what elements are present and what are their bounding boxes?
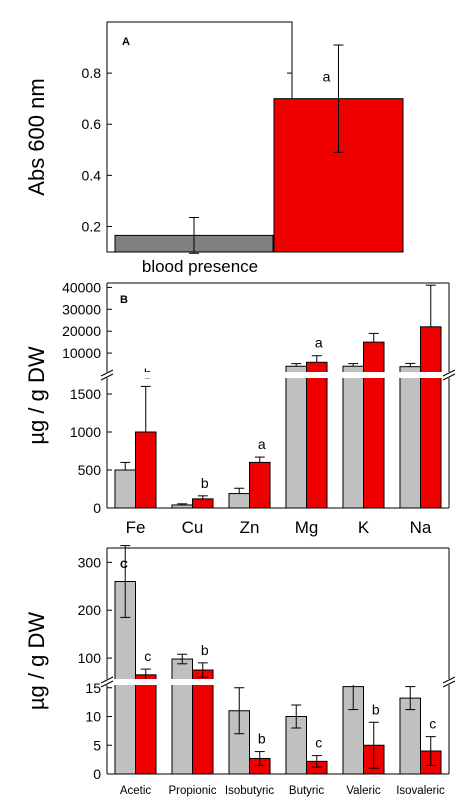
- y-tick-label: 15: [85, 680, 101, 696]
- category-label: K: [358, 518, 370, 537]
- y-tick-label: 300: [78, 554, 102, 570]
- category-label: Cu: [182, 518, 204, 537]
- y-tick-label: 1000: [70, 424, 101, 440]
- y-tick-label: 5: [93, 737, 101, 753]
- bar: [192, 669, 214, 775]
- x-axis-label-a: blood presence: [142, 257, 258, 276]
- y-tick-label: 1500: [70, 386, 101, 402]
- y-tick-label: 10000: [62, 345, 101, 361]
- y-axis-label-b: µg / g DW: [24, 346, 49, 444]
- y-tick-label: 500: [78, 462, 102, 478]
- y-axis-label-a: Abs 600 nm: [24, 78, 49, 195]
- sig-label: b: [258, 731, 266, 747]
- category-label: Propionic: [169, 785, 217, 797]
- bar: [363, 341, 385, 509]
- y-tick-label-a: 0.6: [82, 116, 102, 132]
- sig-label: a: [315, 335, 323, 351]
- panel-a-frame: [106, 21, 293, 253]
- category-label: Zn: [240, 518, 260, 537]
- bar: [228, 493, 250, 509]
- sig-label: b: [201, 475, 209, 491]
- sig-label: b: [201, 642, 209, 658]
- category-label: Isobutyric: [225, 785, 274, 797]
- axis-break-mark: [100, 373, 114, 381]
- axis-break-mark: [442, 373, 456, 381]
- panel-b-letter: B: [120, 294, 128, 306]
- sig-label: c: [429, 716, 436, 732]
- bar: [114, 469, 137, 509]
- bar: [192, 498, 214, 509]
- bar: [420, 326, 442, 509]
- bar: [171, 658, 193, 775]
- category-label: Butyric: [289, 785, 324, 797]
- bar: [171, 504, 193, 509]
- axis-break-mark: [100, 676, 114, 684]
- y-tick-label-a: 0.2: [82, 218, 102, 234]
- axis-break-gap: [104, 679, 452, 685]
- y-tick-label: 30000: [62, 301, 101, 317]
- y-tick-label-a: 0.4: [82, 167, 102, 183]
- sig-label: c: [315, 735, 322, 751]
- bar: [285, 365, 308, 509]
- bar: [342, 365, 365, 509]
- y-tick-label: 20000: [62, 323, 101, 339]
- panel-c-letter: C: [120, 559, 128, 571]
- axis-break-mark: [442, 676, 456, 684]
- y-axis-label-c: µg / g DW: [24, 612, 49, 710]
- category-label: Acetic: [120, 785, 152, 797]
- category-label: Na: [410, 518, 432, 537]
- bar: [249, 461, 271, 509]
- y-tick-label: 100: [78, 650, 102, 666]
- category-label: Fe: [126, 518, 146, 537]
- sig-label: a: [258, 436, 266, 452]
- bar: [135, 431, 157, 509]
- axis-break-mark: [442, 680, 456, 688]
- axis-break-mark: [442, 369, 456, 377]
- y-tick-label-a: 0.8: [82, 65, 102, 81]
- sig-label-a: a: [323, 69, 331, 85]
- axis-break-gap: [104, 372, 452, 378]
- bar: [306, 361, 328, 509]
- bar: [135, 674, 157, 775]
- sig-label: c: [144, 648, 151, 664]
- y-tick-label: 0: [93, 500, 101, 516]
- category-label: Mg: [295, 518, 319, 537]
- y-tick-label: 0: [93, 766, 101, 782]
- sig-label: b: [372, 701, 380, 717]
- y-tick-label: 40000: [62, 279, 101, 295]
- category-label: Isovaleric: [396, 785, 445, 797]
- y-tick-label: 200: [78, 602, 102, 618]
- bar: [399, 366, 422, 509]
- y-tick-label: 10: [85, 709, 101, 725]
- axis-break-mark: [100, 680, 114, 688]
- axis-break-mark: [100, 369, 114, 377]
- panel-a-letter: A: [122, 36, 130, 48]
- category-label: Valeric: [346, 785, 381, 797]
